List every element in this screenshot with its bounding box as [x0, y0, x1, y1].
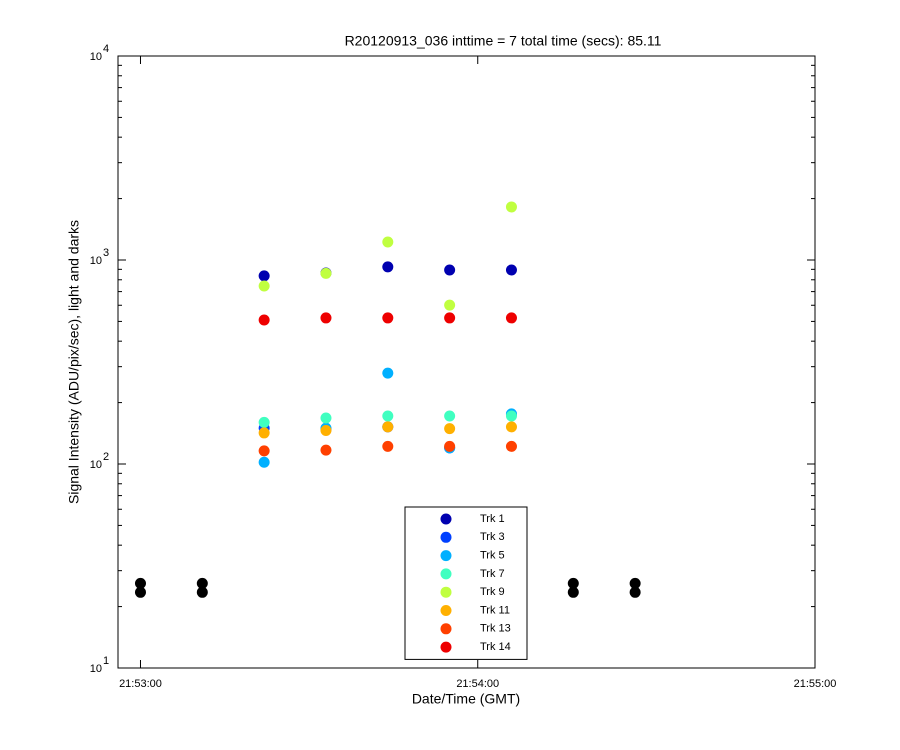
point	[320, 444, 332, 456]
x-tick-label: 21:55:00	[794, 678, 837, 690]
point	[505, 312, 517, 324]
legend-label: Trk 9	[480, 586, 505, 598]
chart-title: R20120913_036 inttime = 7 total time (se…	[345, 33, 662, 49]
point	[134, 577, 146, 589]
x-tick-label: 21:54:00	[456, 678, 499, 690]
point	[382, 236, 394, 248]
y-tick-base: 10	[90, 663, 102, 675]
point	[444, 440, 456, 452]
legend-label: Trk 14	[480, 641, 511, 653]
y-tick-label: 10	[90, 255, 102, 267]
x-axis-label: Date/Time (GMT)	[412, 691, 520, 707]
y-tick-exponent: 2	[103, 451, 109, 463]
point	[320, 424, 332, 436]
point	[382, 312, 394, 324]
point	[258, 270, 270, 282]
legend-marker	[440, 531, 452, 543]
point	[258, 314, 270, 326]
point	[444, 410, 456, 422]
point	[444, 264, 456, 276]
point	[382, 410, 394, 422]
point	[258, 456, 270, 468]
y-tick-exponent: 3	[103, 247, 109, 259]
point	[567, 577, 579, 589]
legend-label: Trk 13	[480, 623, 511, 635]
point	[444, 299, 456, 311]
y-tick-base: 10	[90, 51, 102, 63]
legend-marker	[440, 641, 452, 653]
x-tick-label: 21:53:00	[119, 678, 162, 690]
point	[629, 586, 641, 598]
point	[505, 410, 517, 422]
point	[258, 416, 270, 428]
legend-marker	[440, 605, 452, 616]
point	[382, 367, 394, 379]
legend-label: Trk 11	[480, 604, 510, 616]
legend-label: Trk 5	[480, 550, 505, 562]
point	[320, 412, 332, 424]
point	[258, 445, 270, 457]
legend-marker	[440, 568, 452, 580]
y-tick-exponent: 4	[103, 43, 109, 55]
point	[505, 201, 517, 213]
y-tick-base: 10	[90, 459, 102, 471]
y-tick-base: 10	[90, 255, 102, 267]
point	[444, 423, 456, 435]
legend-label: Trk 3	[480, 531, 505, 543]
point	[505, 440, 517, 452]
legend-marker	[440, 623, 452, 635]
legend-label: Trk 1	[480, 513, 505, 525]
y-tick-label: 10	[90, 51, 102, 63]
point	[382, 421, 394, 433]
point	[196, 577, 208, 589]
point	[629, 577, 641, 589]
point	[382, 261, 394, 273]
point	[320, 267, 332, 279]
point	[567, 586, 579, 598]
y-tick-label: 10	[90, 663, 102, 675]
legend-marker	[440, 586, 452, 598]
point	[258, 280, 270, 292]
point	[258, 427, 270, 439]
y-tick-exponent: 1	[103, 655, 109, 667]
point	[444, 312, 456, 324]
legend	[404, 506, 528, 660]
point	[134, 586, 146, 598]
point	[505, 421, 517, 433]
legend-marker	[440, 550, 452, 562]
legend-label: Trk 7	[480, 568, 505, 580]
point	[320, 312, 332, 324]
legend-marker	[440, 513, 452, 525]
point	[505, 264, 517, 276]
y-tick-label: 10	[90, 459, 102, 471]
y-axis-label: Signal Intensity (ADU/pix/sec), light an…	[66, 220, 82, 504]
point	[382, 440, 394, 452]
point	[196, 586, 208, 598]
